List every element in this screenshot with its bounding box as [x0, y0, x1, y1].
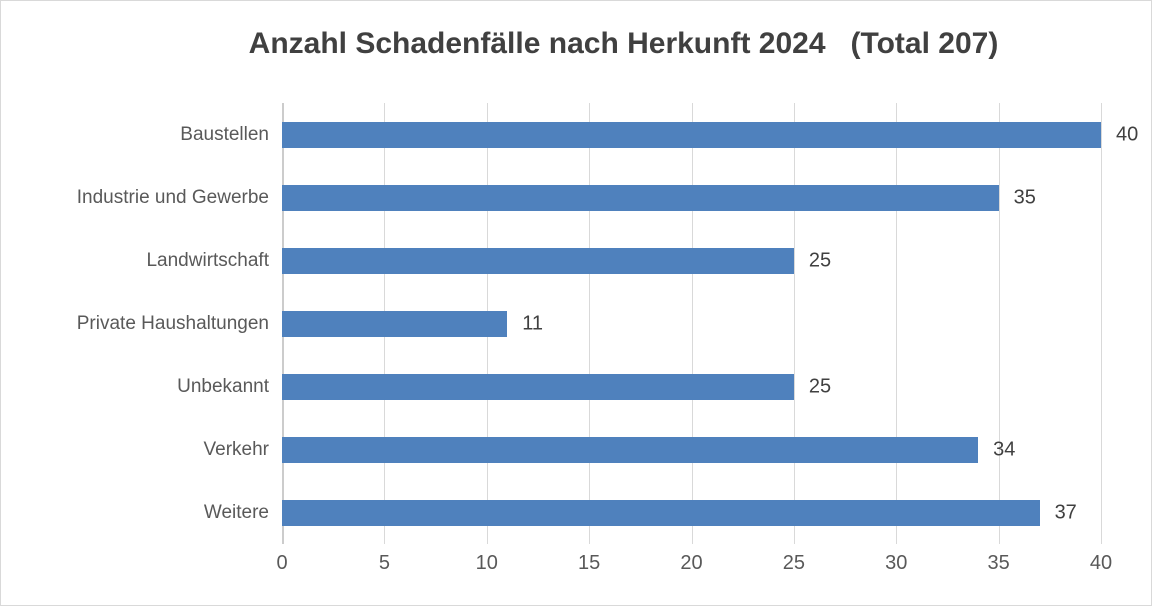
bar: [282, 499, 1040, 526]
bar: [282, 121, 1101, 148]
bar-track: 11: [282, 292, 1101, 355]
gridline: [998, 103, 1000, 544]
bar-track: 25: [282, 229, 1101, 292]
bar: [282, 310, 508, 337]
x-tick-label: 30: [885, 552, 908, 574]
bar-track: 35: [282, 166, 1101, 229]
bar-rows: Baustellen 40 Industrie und Gewerbe 35 Landw…: [1, 103, 1138, 544]
bar-track: 40: [282, 103, 1138, 166]
bar-row: Weitere 37: [1, 481, 1101, 544]
gridline: [1101, 103, 1102, 544]
bar-row: Private Haushaltungen 11: [1, 292, 1101, 355]
bar-row: Baustellen 40: [1, 103, 1138, 166]
x-tick-label: 10: [475, 552, 498, 574]
bar-row: Unbekannt 25: [1, 355, 1101, 418]
data-label: 25: [808, 249, 832, 271]
x-axis: 0 5 10 15 20 25 30 35 40: [276, 552, 1112, 582]
category-label: Landwirtschaft: [146, 249, 269, 271]
x-tick-label: 40: [1089, 552, 1113, 574]
data-label: 37: [1054, 501, 1077, 523]
x-tick-label: 25: [782, 552, 805, 574]
category-label: Unbekannt: [177, 375, 269, 397]
bar-track: 34: [282, 418, 1101, 481]
bar: [282, 184, 999, 211]
category-label: Industrie und Gewerbe: [76, 186, 269, 208]
gridline: [896, 103, 898, 544]
gridline: [691, 103, 693, 544]
bar-row: Landwirtschaft 25: [1, 229, 1101, 292]
bar-track: 37: [282, 481, 1101, 544]
bar-track: 25: [282, 355, 1101, 418]
gridline: [589, 103, 591, 544]
bar: [282, 247, 794, 274]
gridline: [793, 103, 795, 544]
bar: [282, 373, 794, 400]
data-label: 40: [1116, 123, 1139, 145]
category-label: Verkehr: [203, 438, 269, 460]
bar-row: Verkehr 34: [1, 418, 1101, 481]
data-label: 34: [993, 438, 1016, 460]
chart-title: Anzahl Schadenfälle nach Herkunft 2024 (…: [248, 27, 999, 60]
x-tick-label: 20: [680, 552, 703, 574]
x-tick-label: 5: [378, 552, 390, 574]
x-tick-label: 15: [578, 552, 601, 574]
data-label: 11: [522, 312, 543, 334]
x-tick-label: 0: [276, 552, 288, 574]
category-label: Private Haushaltungen: [76, 312, 269, 334]
category-label: Baustellen: [180, 123, 269, 145]
bar-row: Industrie und Gewerbe 35: [1, 166, 1101, 229]
bar: [282, 436, 979, 463]
category-label: Weitere: [203, 501, 269, 523]
x-tick-label: 35: [987, 552, 1010, 574]
data-label: 25: [808, 375, 832, 397]
data-label: 35: [1013, 186, 1036, 208]
